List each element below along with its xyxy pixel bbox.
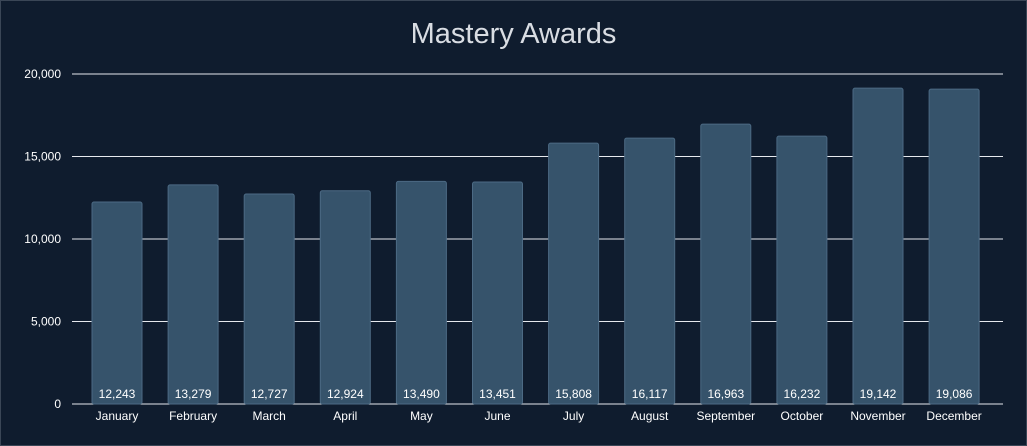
data-label: 16,963 (707, 387, 744, 401)
bars (91, 87, 980, 405)
bar (852, 87, 904, 405)
chart-title: Mastery Awards (410, 18, 617, 50)
data-label: 13,490 (403, 387, 440, 401)
data-label: 12,243 (99, 387, 136, 401)
bar (624, 137, 676, 405)
x-tick-label: September (696, 409, 755, 423)
bar (928, 88, 980, 405)
data-label: 19,142 (860, 387, 897, 401)
data-label: 19,086 (936, 387, 973, 401)
bar (700, 123, 752, 405)
data-label: 16,232 (784, 387, 821, 401)
bar (472, 181, 523, 405)
x-tick-label: November (850, 409, 905, 423)
x-tick-label: February (169, 409, 217, 423)
bar (548, 142, 600, 405)
x-tick-label: June (484, 409, 510, 423)
x-tick-label: May (410, 409, 433, 423)
bar (167, 184, 219, 405)
x-tick-label: December (926, 409, 981, 423)
x-tick-label: October (781, 409, 824, 423)
x-axis-category-labels: January February March April May June July Augu… (96, 409, 982, 423)
y-axis-tick-labels: 0 5,000 10,000 15,000 20,000 (24, 67, 61, 411)
data-label: 13,451 (479, 387, 516, 401)
x-tick-label: January (96, 409, 139, 423)
x-tick-label: July (563, 409, 584, 423)
y-tick-label: 20,000 (24, 67, 61, 81)
y-tick-label: 10,000 (24, 232, 61, 246)
data-labels: 12,243 13,279 12,727 12,924 13,490 13,451 15,8… (99, 387, 973, 401)
bar (319, 190, 371, 405)
bar (776, 135, 828, 405)
x-tick-label: August (631, 409, 669, 423)
data-label: 12,924 (327, 387, 364, 401)
bar (91, 201, 143, 405)
y-tick-label: 15,000 (24, 150, 61, 164)
data-label: 12,727 (251, 387, 288, 401)
data-label: 15,808 (555, 387, 592, 401)
x-tick-label: March (253, 409, 286, 423)
bar (243, 193, 295, 405)
data-label: 13,279 (175, 387, 212, 401)
x-tick-label: April (333, 409, 357, 423)
y-tick-label: 0 (54, 397, 61, 411)
grid-lines (72, 73, 1003, 405)
bar (395, 180, 447, 405)
data-label: 16,117 (632, 387, 668, 401)
y-tick-label: 5,000 (31, 315, 61, 329)
